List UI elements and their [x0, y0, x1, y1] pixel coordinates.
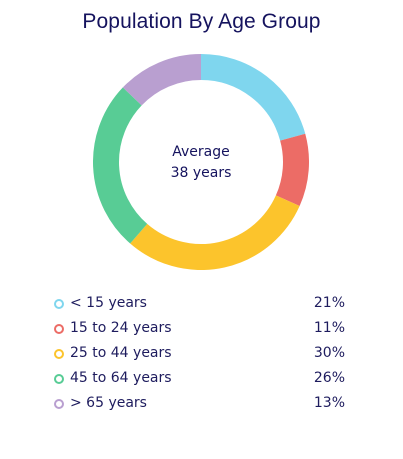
legend-label: 45 to 64 years — [70, 370, 172, 386]
legend-marker-icon — [54, 299, 64, 309]
legend-item-over-65[interactable]: > 65 years 13% — [53, 394, 345, 419]
legend-item-45-to-64[interactable]: 45 to 64 years 26% — [53, 369, 345, 394]
donut-svg — [93, 54, 309, 270]
center-label-title: Average — [172, 144, 230, 160]
legend-value: 13% — [313, 395, 345, 411]
legend-item-15-to-24[interactable]: 15 to 24 years 11% — [53, 319, 345, 344]
donut-slice-45-to-64[interactable] — [93, 87, 148, 244]
donut-slice-25-to-44[interactable] — [130, 195, 300, 270]
legend-marker-icon — [54, 374, 64, 384]
legend-item-25-to-44[interactable]: 25 to 44 years 30% — [53, 344, 345, 369]
chart-legend: < 15 years 21% 15 to 24 years 11% 25 to 44 y… — [53, 294, 345, 419]
legend-value: 26% — [313, 370, 345, 386]
center-label-value: 38 years — [170, 165, 232, 181]
donut-slice-over-65[interactable] — [122, 54, 202, 106]
legend-label: > 65 years — [70, 395, 147, 411]
donut-center-label: Average 38 years — [93, 142, 309, 184]
donut-slice-15-to-24[interactable] — [275, 133, 309, 207]
legend-label: 15 to 24 years — [70, 320, 172, 336]
legend-marker-icon — [54, 324, 64, 334]
legend-marker-icon — [54, 399, 64, 409]
legend-value: 30% — [313, 345, 345, 361]
donut-chart: Average 38 years — [93, 54, 309, 270]
chart-title: Population By Age Group — [82, 10, 321, 33]
donut-slice-under-15[interactable] — [200, 54, 306, 141]
legend-label: 25 to 44 years — [70, 345, 172, 361]
legend-marker-icon — [54, 349, 64, 359]
legend-value: 11% — [313, 320, 345, 336]
legend-label: < 15 years — [70, 295, 147, 311]
legend-value: 21% — [313, 295, 345, 311]
legend-item-under-15[interactable]: < 15 years 21% — [53, 294, 345, 319]
